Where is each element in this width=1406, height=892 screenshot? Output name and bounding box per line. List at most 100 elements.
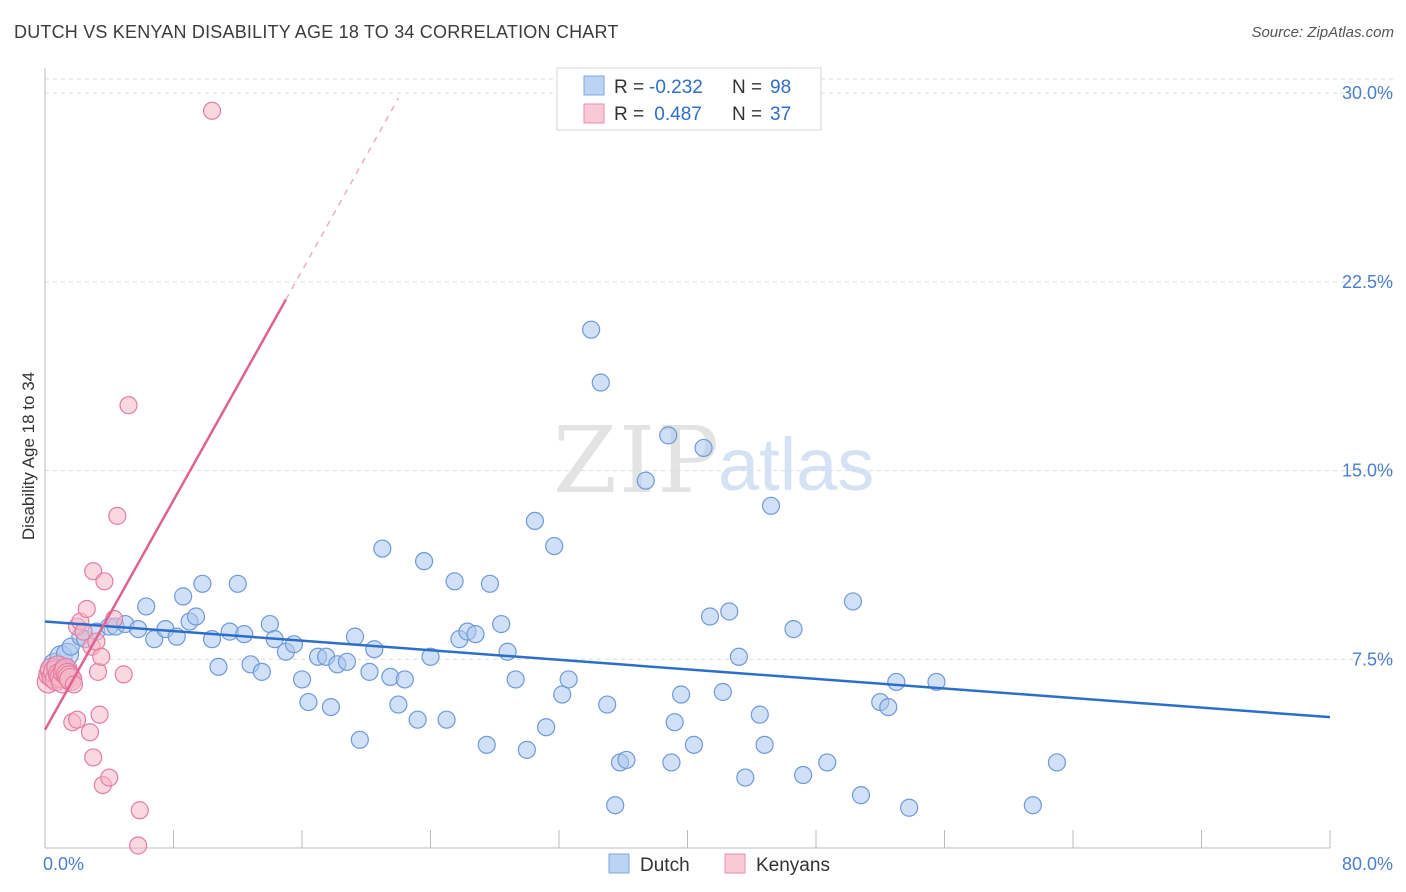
dutch-point [843,592,863,611]
dutch-point [228,574,247,593]
dutch-point [755,735,774,754]
source-label: Source: ZipAtlas.com [1251,24,1394,41]
legend-n-label-dutch: N = [732,77,762,98]
dutch-point [235,625,254,644]
dutch-point [284,635,304,654]
axes [44,68,1331,849]
dutch-point [437,710,456,729]
kenyan-point [95,572,114,591]
dutch-point [477,735,496,754]
bottom-legend-label-kenyan: Kenyans [756,855,830,876]
dutch-point [784,619,803,639]
dutch-point [559,670,578,689]
dutch-point [665,713,684,732]
dutch-points [39,320,1067,817]
dutch-point [408,710,427,729]
y-tick-label: 7.5% [1352,649,1393,669]
kenyan-point [68,710,87,729]
y-axis-title: Disability Age 18 to 34 [19,372,38,540]
dutch-point [345,627,365,646]
dutch-point [445,572,464,591]
dutch-point [186,607,206,626]
dutch-point [700,607,720,626]
legend-n-value-kenyan: 37 [770,104,791,125]
trend-lines [43,97,1331,731]
dutch-point [421,647,440,666]
dutch-point [900,798,919,817]
dutch-point [598,695,617,714]
dutch-point [389,695,408,714]
dutch-point [606,796,625,815]
dutch-point [174,587,193,606]
dutch-point [736,768,755,787]
kenyan-point [74,622,93,641]
dutch-point [662,753,681,772]
kenyan-trend-line [43,298,288,731]
dutch-point [414,552,434,571]
dutch-point [360,662,379,681]
dutch-point [694,438,713,458]
legend-swatch-dutch [583,75,605,96]
chart-title: DUTCH VS KENYAN DISABILITY AGE 18 TO 34 … [14,22,619,42]
legend-r-value-kenyan: 0.487 [649,104,702,125]
dutch-point [498,642,517,661]
bottom-legend-swatch-dutch [608,853,630,874]
kenyan-point [92,647,111,666]
kenyan-points [36,101,222,855]
dutch-point [395,670,414,689]
dutch-point [466,625,485,644]
dutch-point [517,740,536,759]
kenyan-point [90,705,109,724]
dutch-point [794,765,813,785]
bottom-legend-swatch-kenyan [724,853,746,874]
dutch-point [879,697,898,717]
dutch-point [350,730,369,749]
legend-r-value-dutch: -0.232 [649,77,703,98]
series-legend: Dutch Kenyans [608,853,830,876]
dutch-point [537,718,556,737]
y-tick-label: 30.0% [1342,83,1393,103]
kenyan-point [77,599,96,619]
dutch-point [591,373,610,392]
dutch-point [636,471,655,490]
dutch-point [729,647,749,666]
y-tick-label: 15.0% [1342,461,1393,481]
bottom-legend-label-dutch: Dutch [640,855,690,876]
dutch-point [1047,753,1067,772]
dutch-point [299,692,318,712]
kenyan-point [88,662,108,681]
dutch-point [761,496,781,515]
kenyan-point [129,836,148,855]
dutch-point [321,697,341,717]
dutch-point [137,597,156,616]
legend-n-value-dutch: 98 [770,77,791,98]
dutch-point [720,602,739,621]
dutch-point [365,640,384,659]
dutch-point [193,574,212,593]
dutch-point [260,614,279,634]
dutch-point [713,682,732,702]
dutch-point [818,753,837,772]
stats-legend: R = -0.232 N = 98 R = 0.487 N = 37 [556,67,822,131]
x-tick-label-min: 0.0% [43,854,84,874]
y-tick-labels: 7.5% 15.0% 22.5% 30.0% [1342,83,1393,669]
dutch-point [545,536,564,556]
dutch-point [525,511,545,531]
kenyan-trend-extension [285,97,399,300]
legend-n-label-kenyan: N = [732,104,762,125]
dutch-point [252,662,271,681]
dutch-point [671,685,691,704]
dutch-point [292,670,312,689]
kenyan-point [80,723,100,742]
kenyan-point [108,506,127,525]
legend-r-label-kenyan: R = [614,104,644,125]
watermark-zip: ZIP [553,407,721,514]
y-tick-label: 22.5% [1342,272,1393,292]
legend-r-label-dutch: R = [614,77,644,98]
dutch-point [1023,796,1042,815]
dutch-point [337,652,357,671]
dutch-point [480,574,500,593]
kenyan-point [114,665,133,684]
dutch-point [506,670,525,689]
